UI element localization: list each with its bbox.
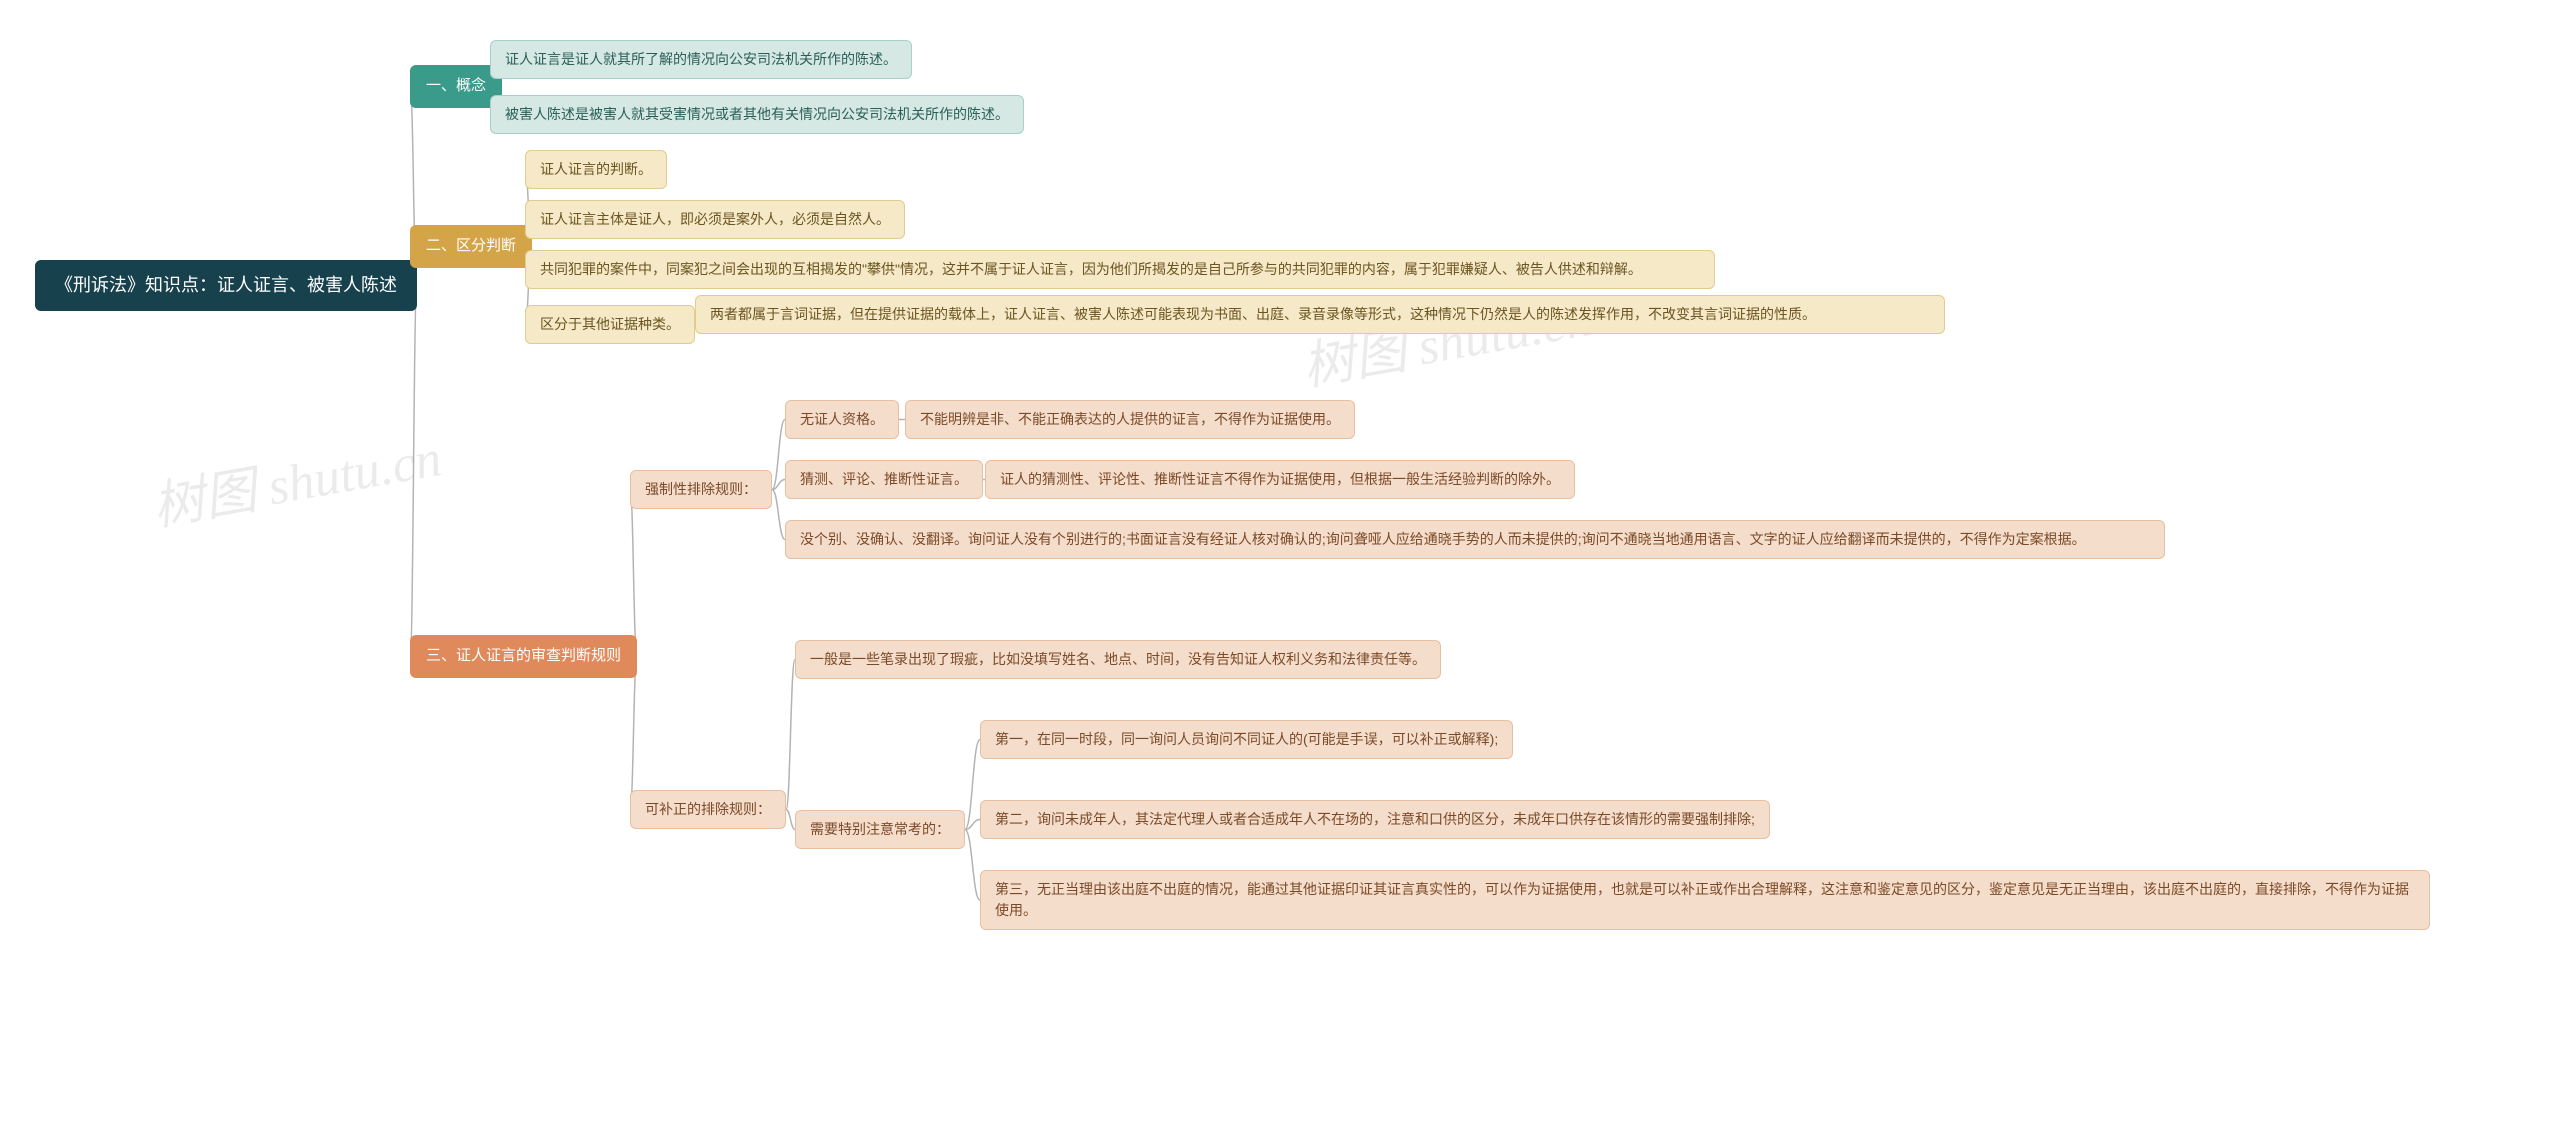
leaf-node: 没个别、没确认、没翻译。询问证人没有个别进行的;书面证言没有经证人核对确认的;询…	[785, 520, 2165, 559]
leaf-node: 第二，询问未成年人，其法定代理人或者合适成年人不在场的，注意和口供的区分，未成年…	[980, 800, 1770, 839]
node-mandatory-exclusion: 强制性排除规则：	[630, 470, 772, 509]
leaf-node: 证人证言主体是证人，即必须是案外人，必须是自然人。	[525, 200, 905, 239]
leaf-node: 无证人资格。	[785, 400, 899, 439]
leaf-node: 一般是一些笔录出现了瑕疵，比如没填写姓名、地点、时间，没有告知证人权利义务和法律…	[795, 640, 1441, 679]
leaf-node: 区分于其他证据种类。	[525, 305, 695, 344]
connectors-layer	[0, 0, 2560, 1123]
watermark: 树图 shutu.cn	[1296, 275, 1596, 400]
leaf-node: 第一，在同一时段，同一询问人员询问不同证人的(可能是手误，可以补正或解释);	[980, 720, 1513, 759]
branch-distinguish: 二、区分判断	[410, 225, 532, 268]
leaf-node: 证人证言是证人就其所了解的情况向公安司法机关所作的陈述。	[490, 40, 912, 79]
leaf-node: 需要特别注意常考的：	[795, 810, 965, 849]
leaf-node: 被害人陈述是被害人就其受害情况或者其他有关情况向公安司法机关所作的陈述。	[490, 95, 1024, 134]
branch-concept: 一、概念	[410, 65, 502, 108]
leaf-node: 猜测、评论、推断性证言。	[785, 460, 983, 499]
root-node: 《刑诉法》知识点：证人证言、被害人陈述	[35, 260, 417, 311]
leaf-node: 共同犯罪的案件中，同案犯之间会出现的互相揭发的"攀供"情况，这并不属于证人证言，…	[525, 250, 1715, 289]
leaf-node: 两者都属于言词证据，但在提供证据的载体上，证人证言、被害人陈述可能表现为书面、出…	[695, 295, 1945, 334]
node-correctable-exclusion: 可补正的排除规则：	[630, 790, 786, 829]
leaf-node: 证人证言的判断。	[525, 150, 667, 189]
watermark: 树图 shutu.cn	[146, 415, 446, 540]
leaf-node: 第三，无正当理由该出庭不出庭的情况，能通过其他证据印证其证言真实性的，可以作为证…	[980, 870, 2430, 930]
leaf-node: 不能明辨是非、不能正确表达的人提供的证言，不得作为证据使用。	[905, 400, 1355, 439]
leaf-node: 证人的猜测性、评论性、推断性证言不得作为证据使用，但根据一般生活经验判断的除外。	[985, 460, 1575, 499]
branch-review-rules: 三、证人证言的审查判断规则	[410, 635, 637, 678]
